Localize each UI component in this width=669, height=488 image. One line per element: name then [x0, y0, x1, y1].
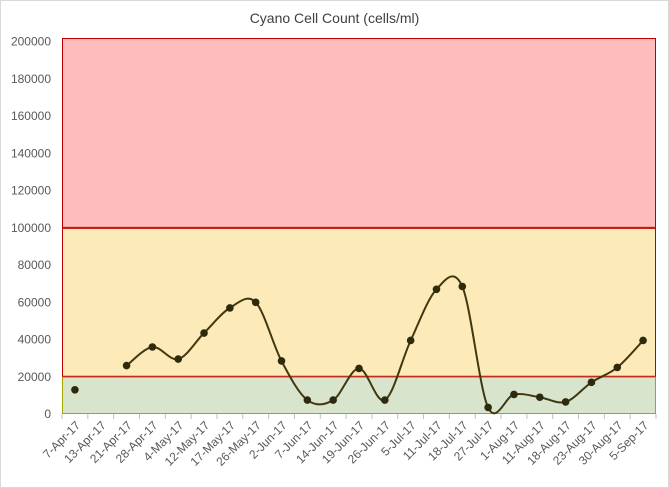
band-border-0 [62, 376, 656, 414]
data-point-18 [535, 393, 544, 402]
y-tick-label-1: 20000 [18, 370, 52, 384]
y-tick-label-10: 200000 [11, 35, 51, 49]
band-border-2 [62, 38, 656, 228]
data-point-10 [329, 396, 337, 404]
band-2 [62, 38, 656, 228]
data-point-22 [639, 336, 647, 345]
band-0 [62, 376, 656, 414]
data-point-3 [148, 343, 157, 351]
y-tick-label-5: 100000 [11, 221, 51, 235]
band-border-1 [62, 227, 656, 377]
y-tick-label-2: 40000 [18, 333, 52, 347]
data-point-13 [406, 336, 415, 345]
data-point-0 [71, 386, 79, 394]
data-point-19 [561, 398, 570, 406]
data-point-14 [432, 285, 441, 294]
data-point-2 [122, 361, 131, 370]
band-1 [62, 227, 656, 377]
y-tick-label-7: 140000 [11, 146, 51, 160]
data-point-7 [251, 298, 260, 307]
data-point-21 [613, 363, 622, 372]
data-point-4 [174, 355, 183, 363]
chart-title: Cyano Cell Count (cells/ml) [249, 10, 420, 26]
data-point-8 [277, 357, 286, 365]
data-point-17 [510, 390, 518, 399]
data-point-20 [587, 378, 596, 387]
y-tick-label-0: 0 [44, 407, 51, 421]
data-point-12 [381, 396, 389, 404]
series-line-0-1 [125, 275, 644, 415]
data-point-16 [484, 403, 492, 412]
y-tick-label-4: 80000 [18, 258, 52, 272]
data-point-6 [226, 304, 234, 312]
data-point-5 [200, 329, 208, 337]
data-point-11 [355, 364, 363, 373]
y-tick-label-3: 60000 [18, 295, 52, 309]
y-tick-label-9: 180000 [11, 72, 51, 86]
y-tick-label-8: 160000 [11, 109, 51, 123]
data-point-15 [458, 282, 467, 291]
y-tick-label-6: 120000 [11, 184, 51, 198]
data-point-9 [303, 396, 312, 404]
